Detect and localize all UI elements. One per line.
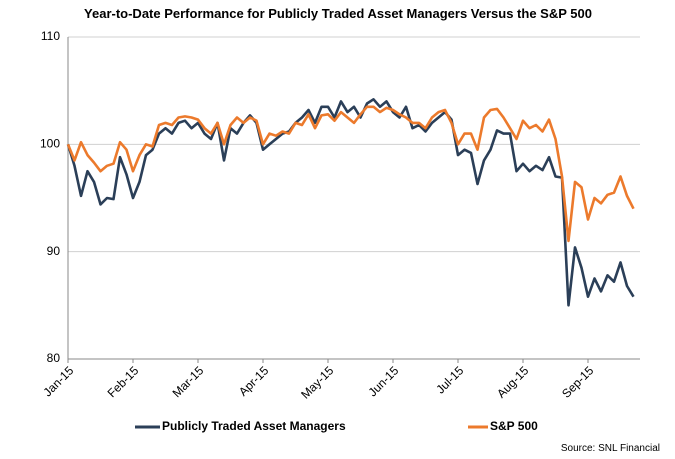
source-note: Source: SNL Financial — [561, 443, 660, 454]
x-tick-label: Mar-15 — [170, 363, 207, 400]
data-line — [66, 105, 635, 243]
x-tick-label: Jan-15 — [41, 363, 77, 399]
y-tick-label: 80 — [47, 351, 61, 365]
legend-label: Publicly Traded Asset Managers — [162, 419, 346, 433]
x-tick-label: May-15 — [298, 363, 336, 401]
y-tick-label: 90 — [47, 244, 61, 258]
x-tick-label: Sep-15 — [559, 363, 596, 400]
y-tick-label: 100 — [40, 137, 60, 151]
legend-label: S&P 500 — [490, 419, 538, 433]
x-tick-label: Feb-15 — [105, 363, 142, 400]
y-tick-label: 110 — [41, 29, 60, 43]
chart-title: Year-to-Date Performance for Publicly Tr… — [84, 6, 592, 21]
data-line — [66, 98, 635, 307]
x-tick-label: Jun-15 — [366, 363, 402, 399]
x-tick-label: Aug-15 — [494, 363, 531, 400]
x-tick-label: Apr-15 — [236, 363, 272, 399]
x-tick-label: Jul-15 — [433, 363, 466, 396]
